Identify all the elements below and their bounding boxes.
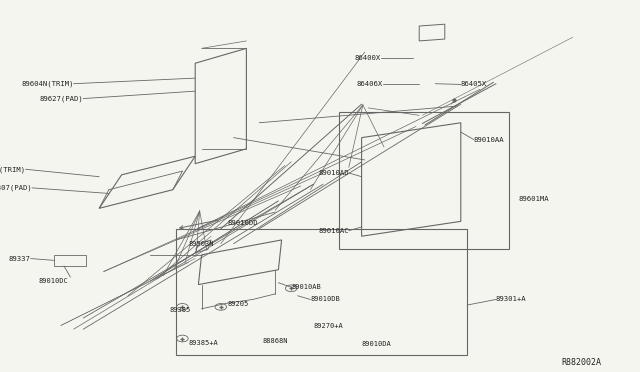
- Text: 89010AB: 89010AB: [291, 284, 321, 290]
- Text: 89604N(TRIM): 89604N(TRIM): [21, 80, 74, 87]
- Text: 89307(PAD): 89307(PAD): [0, 185, 32, 191]
- Text: 89010DB: 89010DB: [310, 296, 340, 302]
- Text: 88868N: 88868N: [262, 339, 288, 344]
- Text: 89385+A: 89385+A: [189, 340, 218, 346]
- Text: R882002A: R882002A: [562, 358, 602, 367]
- Text: 89010AD: 89010AD: [318, 170, 349, 176]
- Text: 89010AA: 89010AA: [474, 137, 504, 142]
- Text: 89328(TRIM): 89328(TRIM): [0, 166, 26, 173]
- Text: 86406X: 86406X: [356, 81, 383, 87]
- Text: 89301+A: 89301+A: [496, 296, 527, 302]
- Text: 89205: 89205: [227, 301, 248, 307]
- Text: 89385: 89385: [170, 307, 191, 312]
- Text: 89337: 89337: [9, 256, 31, 262]
- Text: 89010AC: 89010AC: [318, 228, 349, 234]
- Text: 89627(PAD): 89627(PAD): [40, 95, 83, 102]
- Text: 86405X: 86405X: [461, 81, 487, 87]
- Text: 89010DA: 89010DA: [362, 341, 391, 347]
- Text: 86400X: 86400X: [355, 55, 381, 61]
- Bar: [176, 229, 467, 355]
- Text: 89010DC: 89010DC: [38, 278, 68, 284]
- Text: 89010DD: 89010DD: [227, 220, 258, 226]
- Text: 89503N: 89503N: [189, 241, 214, 247]
- Text: 89601MA: 89601MA: [518, 196, 549, 202]
- Bar: [339, 112, 509, 249]
- Text: 89270+A: 89270+A: [314, 323, 343, 329]
